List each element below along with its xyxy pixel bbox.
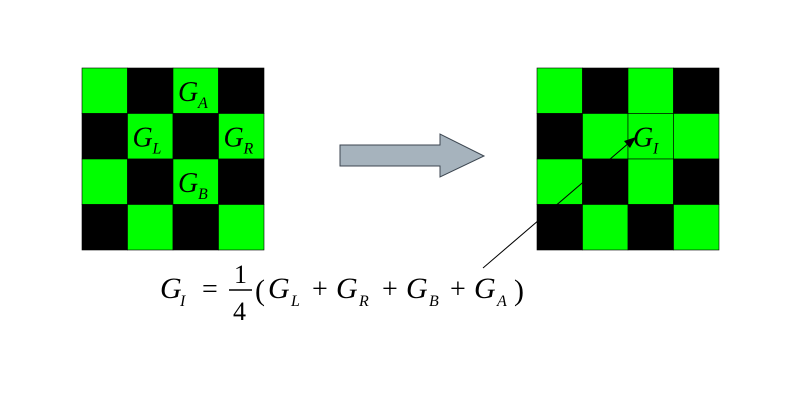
- cell-label-subscript-b: B: [198, 186, 208, 203]
- grid-cell-black: [218, 158, 265, 205]
- grid-cell-green: [218, 204, 265, 251]
- cell-label-a: G: [178, 77, 198, 108]
- fraction-denominator: 4: [233, 297, 246, 326]
- left-bayer-grid: G AG L G RG B: [81, 67, 265, 251]
- term-l: G: [268, 272, 290, 305]
- pointer-line: [482, 141, 631, 269]
- term-b-subscript: B: [429, 293, 439, 310]
- cell-label-subscript-a: A: [197, 95, 208, 112]
- grid-cell-green: [582, 113, 629, 160]
- formula-lhs: G: [160, 272, 182, 305]
- grid-cell-green: [673, 113, 720, 160]
- cell-label-b: G: [178, 168, 198, 199]
- grid-cell-green: [536, 67, 583, 114]
- term-l-subscript: L: [290, 293, 300, 310]
- cell-label-subscript-i: I: [652, 141, 659, 158]
- grid-cell-black: [536, 113, 583, 160]
- grid-cell-green: [81, 67, 128, 114]
- pointer-arrowhead: [624, 137, 636, 148]
- term-b: G: [406, 272, 428, 305]
- formula-equals: =: [202, 274, 218, 305]
- plus-sign: +: [312, 274, 328, 305]
- interpolation-formula: G I = 1 4 ( G L + G R + G B + G A ): [160, 260, 524, 326]
- grid-cell-green: [627, 67, 674, 114]
- formula-open-paren: (: [255, 274, 265, 307]
- cell-label-subscript-l: L: [152, 141, 162, 158]
- grid-cell-black: [218, 67, 265, 114]
- grid-cell-green: [627, 113, 674, 160]
- cell-label-r: G: [224, 123, 244, 154]
- grid-cell-green: [81, 158, 128, 205]
- grid-cell-green: [536, 158, 583, 205]
- grid-cell-black: [172, 204, 219, 251]
- grid-cell-black: [627, 204, 674, 251]
- grid-cell-black: [582, 158, 629, 205]
- term-a: G: [474, 272, 496, 305]
- grid-cell-green: [127, 204, 174, 251]
- cell-label-l: G: [133, 123, 153, 154]
- grid-cell-black: [127, 67, 174, 114]
- plus-sign: +: [382, 274, 398, 305]
- process-arrow: [339, 133, 486, 178]
- grid-cell-green: [582, 204, 629, 251]
- formula-close-paren: ): [514, 274, 524, 307]
- grid-cell-black: [127, 158, 174, 205]
- grid-cell-black: [536, 204, 583, 251]
- cell-label-subscript-r: R: [243, 141, 254, 158]
- grid-cell-black: [81, 204, 128, 251]
- grid-cell-green: [127, 113, 174, 160]
- grid-cell-black: [172, 113, 219, 160]
- grid-cell-green: [627, 158, 674, 205]
- grid-cell-black: [81, 113, 128, 160]
- grid-cell-green: [673, 204, 720, 251]
- plus-sign: +: [450, 274, 466, 305]
- term-r-subscript: R: [358, 293, 369, 310]
- formula-lhs-subscript: I: [179, 293, 186, 310]
- grid-cell-green: [172, 67, 219, 114]
- term-r: G: [336, 272, 358, 305]
- grid-cell-green: [172, 158, 219, 205]
- grid-cell-green: [218, 113, 265, 160]
- grid-cell-black: [582, 67, 629, 114]
- grid-cell-black: [673, 67, 720, 114]
- grid-cell-black: [673, 158, 720, 205]
- cell-label-i: G: [633, 123, 653, 154]
- term-a-subscript: A: [496, 293, 507, 310]
- fraction-numerator: 1: [234, 260, 247, 289]
